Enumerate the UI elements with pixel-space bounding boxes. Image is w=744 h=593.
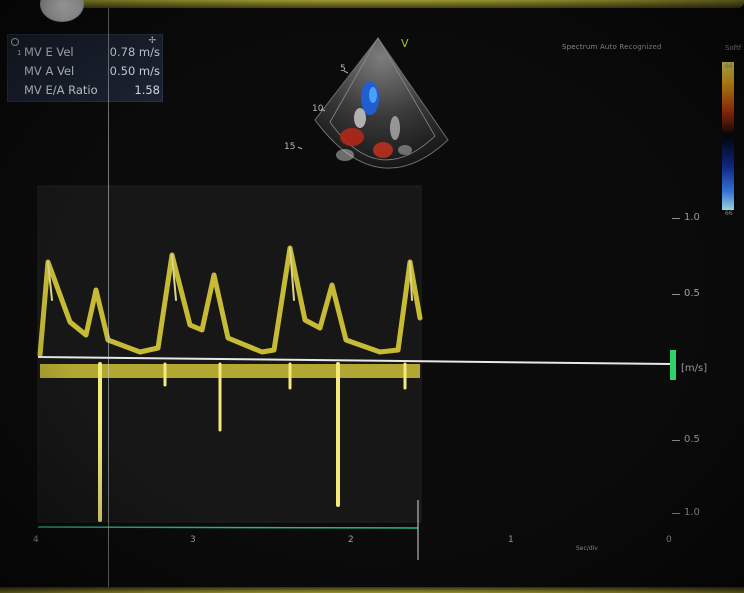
scale-label-neg-1: 1.0 <box>684 507 700 518</box>
scale-tick <box>672 513 680 514</box>
scale-unit-label: [m/s] <box>681 363 708 374</box>
scale-label-pos-1: 1.0 <box>684 212 700 223</box>
time-label-0: 0 <box>666 535 672 545</box>
time-label-3: 3 <box>190 535 196 545</box>
scale-tick <box>672 294 680 295</box>
scale-label-pos-0-5: 0.5 <box>684 288 700 299</box>
color-map-lower-bar <box>722 138 734 210</box>
scale-tick <box>672 218 680 219</box>
scale-label-neg-0-5: 0.5 <box>684 434 700 445</box>
color-flow-red <box>340 128 364 146</box>
probe-orientation-mark: V <box>401 37 409 50</box>
depth-label-5: 5 <box>340 64 346 74</box>
color-map-bottom-value: 66 <box>725 210 733 217</box>
baseline-marker[interactable] <box>670 350 676 380</box>
monitor-bezel-bottom <box>0 587 744 593</box>
color-map-top-value: 66 <box>725 63 733 70</box>
time-axis-line <box>37 526 419 529</box>
time-label-2: 2 <box>348 535 354 545</box>
color-map-upper-bar <box>722 62 734 132</box>
time-axis-unit: Sec/div <box>576 545 598 552</box>
time-label-4: 4 <box>33 535 39 545</box>
cursor-line[interactable] <box>108 8 109 588</box>
scale-tick <box>672 440 680 441</box>
time-label-1: 1 <box>508 535 514 545</box>
doppler-lower-band <box>40 364 420 378</box>
depth-label-10: 10 <box>312 104 324 114</box>
depth-label-15: 15 <box>284 142 296 152</box>
doppler-spectrum-window <box>38 186 421 522</box>
color-map-label: Softf <box>725 44 742 52</box>
status-text: Spectrum Auto Recognized <box>562 43 662 51</box>
